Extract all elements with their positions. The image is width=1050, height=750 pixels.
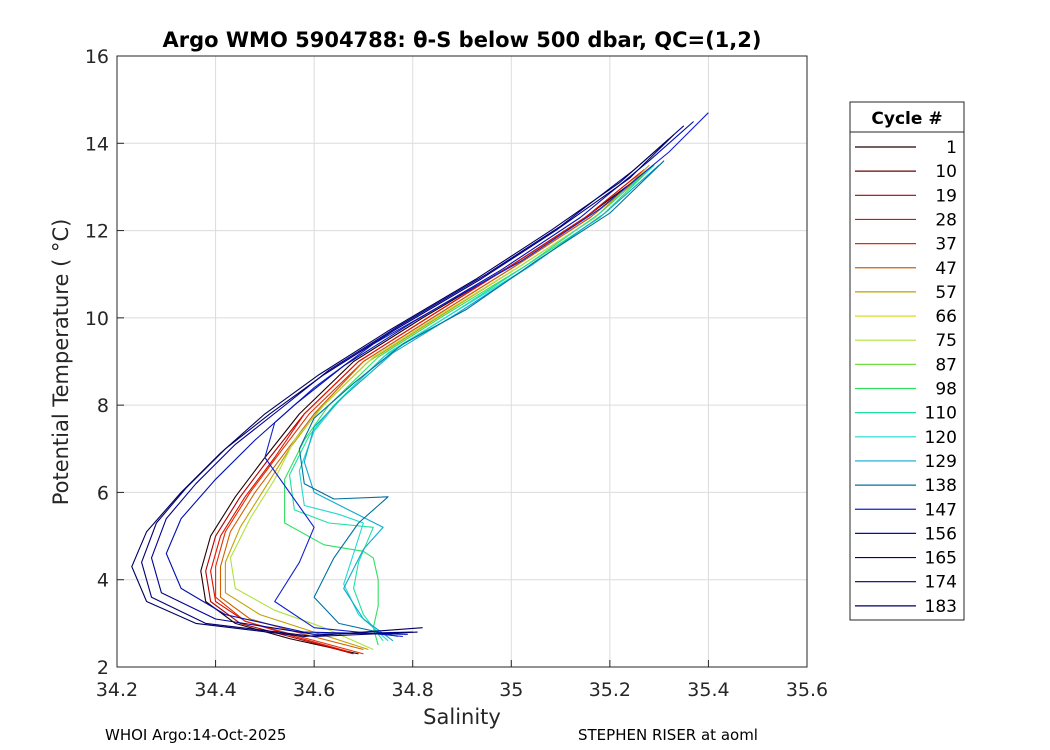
- series-line-7: [284, 164, 655, 646]
- legend-title: Cycle #: [871, 109, 942, 129]
- legend-entry-label: 110: [925, 404, 957, 424]
- y-axis-label: Potential Temperature ( °C): [49, 219, 73, 506]
- series-line-4: [219, 169, 650, 651]
- legend-entry-label: 138: [925, 476, 957, 496]
- x-tick-label: 34.4: [194, 679, 236, 701]
- legend-entry-label: 19: [935, 186, 957, 206]
- y-tick-label: 12: [85, 221, 109, 243]
- x-tick-label: 34.6: [293, 679, 335, 701]
- series-line-6: [229, 164, 655, 651]
- series-line-8: [288, 164, 655, 642]
- legend-entry-label: 183: [925, 597, 957, 617]
- legend: Cycle # 11019283747576675879811012012913…: [849, 101, 965, 621]
- legend-entry-label: 147: [925, 500, 957, 520]
- chart-title: Argo WMO 5904788: θ-S below 500 dbar, QC…: [163, 28, 762, 52]
- footer-left: WHOI Argo:14-Oct-2025: [105, 726, 287, 744]
- series-line-5: [224, 164, 650, 651]
- series-line-11: [298, 160, 665, 638]
- y-tick-label: 14: [85, 133, 109, 155]
- y-tick-label: 2: [97, 657, 109, 679]
- legend-entry-label: 57: [935, 283, 957, 303]
- y-tick-label: 6: [97, 482, 109, 504]
- x-axis-label: Salinity: [423, 705, 501, 729]
- x-tick-label: 35.4: [687, 679, 729, 701]
- series-line-12: [264, 112, 709, 638]
- legend-entry-label: 98: [935, 380, 957, 400]
- legend-entry-label: 66: [935, 307, 957, 327]
- x-tick-label: 34.2: [96, 679, 138, 701]
- legend-entry-label: 47: [935, 259, 957, 279]
- series-line-3: [215, 169, 650, 655]
- legend-entry-label: 129: [925, 452, 957, 472]
- legend-entry-label: 10: [935, 162, 957, 182]
- legend-entry-label: 28: [935, 210, 957, 230]
- series-line-16: [131, 138, 670, 638]
- legend-entry-label: 165: [925, 549, 957, 569]
- series-line-13: [165, 121, 694, 635]
- y-tick-label: 16: [85, 46, 109, 68]
- y-tick-label: 4: [97, 570, 109, 592]
- series-group: [131, 112, 709, 655]
- series-line-9: [298, 164, 660, 642]
- x-tick-label: 34.8: [392, 679, 434, 701]
- plot-frame: [116, 55, 808, 668]
- legend-entry-label: 37: [935, 235, 957, 255]
- x-tick-label: 35.2: [589, 679, 631, 701]
- legend-entry-label: 87: [935, 355, 957, 375]
- legend-entry-label: 1: [946, 138, 957, 158]
- footer-right: STEPHEN RISER at aoml: [578, 726, 758, 744]
- legend-entry-label: 174: [925, 573, 957, 593]
- legend-entry-label: 75: [935, 331, 957, 351]
- legend-entry-label: 156: [925, 524, 957, 544]
- x-tick-labels: 34.2 34.4 34.6 34.8 35 35.2 35.4 35.6: [96, 679, 828, 701]
- series-line-1: [205, 169, 645, 655]
- y-tick-labels: 2 4 6 8 10 12 14 16: [85, 46, 109, 679]
- x-tick-label: 35.6: [786, 679, 828, 701]
- legend-entries: 1101928374757667587981101201291381471561…: [855, 138, 957, 617]
- series-line-14: [150, 125, 685, 635]
- x-tick-label: 35: [499, 679, 523, 701]
- y-tick-label: 10: [85, 308, 109, 330]
- y-tick-label: 8: [97, 395, 109, 417]
- legend-entry-label: 120: [925, 428, 957, 448]
